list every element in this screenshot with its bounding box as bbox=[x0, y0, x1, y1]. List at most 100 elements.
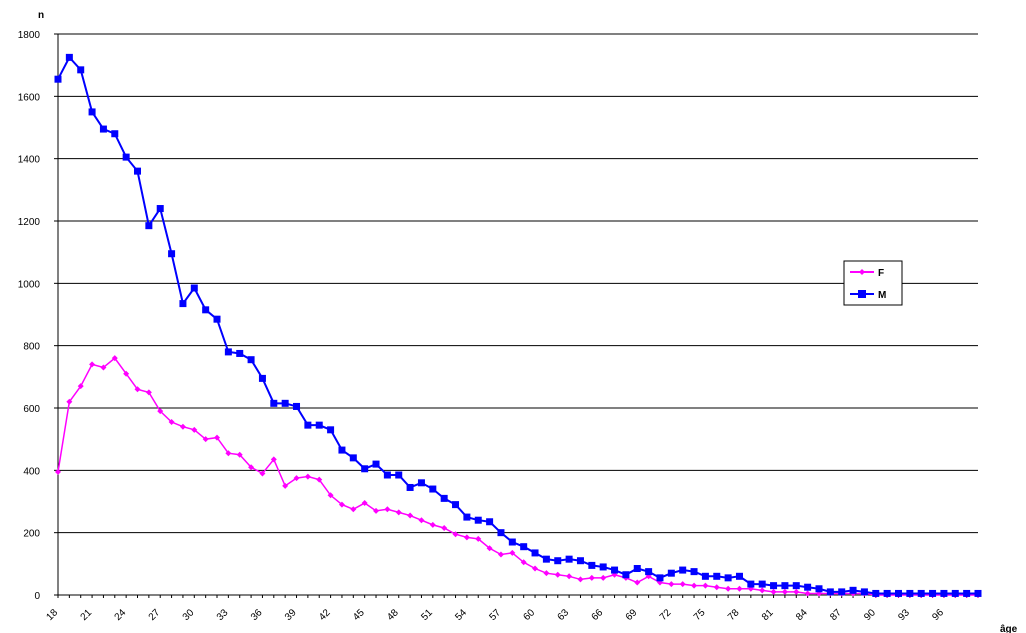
axes bbox=[54, 33, 979, 598]
data-point-M bbox=[304, 421, 312, 429]
data-point-F bbox=[55, 468, 61, 475]
data-point-M bbox=[338, 446, 346, 454]
data-point-F bbox=[350, 506, 357, 513]
data-point-M bbox=[804, 583, 812, 591]
data-point-F bbox=[463, 534, 470, 541]
data-point-M bbox=[349, 454, 357, 462]
data-point-M bbox=[236, 349, 244, 357]
data-point-F bbox=[702, 582, 709, 589]
data-point-F bbox=[259, 470, 266, 477]
data-point-M bbox=[724, 574, 732, 582]
data-point-F bbox=[89, 361, 96, 368]
data-point-F bbox=[327, 492, 334, 499]
data-point-M bbox=[111, 130, 119, 138]
x-tick-label: 72 bbox=[658, 607, 674, 623]
data-point-M bbox=[179, 300, 187, 308]
data-point-M bbox=[940, 589, 948, 597]
x-tick-label: 93 bbox=[896, 607, 912, 623]
data-point-F bbox=[475, 535, 482, 542]
x-tick-label: 96 bbox=[930, 607, 946, 623]
data-point-M bbox=[951, 589, 959, 597]
data-point-M bbox=[815, 585, 823, 593]
y-tick-label: 800 bbox=[23, 342, 40, 353]
x-tick-labels: 18 21 24 27 30 33 36 39 42 45 48 51 54 57 60 63 66 69 72 75… bbox=[44, 607, 946, 623]
data-point-M bbox=[315, 421, 323, 429]
x-tick-label: 33 bbox=[215, 607, 231, 623]
data-point-F bbox=[759, 587, 766, 594]
x-tick-label: 24 bbox=[113, 607, 129, 623]
x-tick-label: 57 bbox=[487, 607, 503, 623]
data-point-F bbox=[566, 573, 573, 580]
y-tick-label: 1000 bbox=[18, 279, 41, 290]
data-point-M bbox=[452, 501, 460, 509]
data-point-M bbox=[963, 589, 971, 597]
data-point-F bbox=[486, 545, 493, 552]
data-point-M bbox=[770, 582, 778, 590]
legend-marker-F bbox=[859, 269, 865, 275]
data-point-M bbox=[88, 108, 96, 116]
x-tick-label: 48 bbox=[385, 607, 401, 623]
legend-label-F: F bbox=[878, 268, 884, 279]
data-point-F bbox=[577, 576, 584, 583]
data-point-M bbox=[611, 566, 619, 574]
data-point-M bbox=[667, 569, 675, 577]
x-tick-label: 66 bbox=[590, 607, 606, 623]
data-point-M bbox=[224, 348, 232, 356]
data-point-M bbox=[656, 574, 664, 582]
data-point-M bbox=[429, 485, 437, 493]
data-point-M bbox=[520, 543, 528, 551]
data-point-M bbox=[576, 557, 584, 565]
data-point-F bbox=[202, 436, 209, 443]
data-point-F bbox=[384, 506, 391, 513]
data-point-M bbox=[293, 402, 301, 410]
data-point-F bbox=[588, 574, 595, 581]
x-tick-label: 51 bbox=[419, 607, 435, 623]
data-point-M bbox=[99, 125, 107, 133]
y-tick-label: 1200 bbox=[18, 217, 41, 228]
legend-marker-M bbox=[858, 290, 866, 298]
legend-box bbox=[843, 260, 903, 306]
data-point-F bbox=[282, 482, 289, 489]
data-point-M bbox=[622, 571, 630, 579]
data-point-M bbox=[883, 589, 891, 597]
series-line-F bbox=[57, 357, 978, 596]
x-tick-label: 42 bbox=[317, 607, 333, 623]
data-point-M bbox=[474, 516, 482, 524]
data-point-F bbox=[373, 507, 380, 514]
data-point-F bbox=[713, 584, 720, 591]
data-point-F bbox=[77, 383, 84, 390]
data-point-M bbox=[372, 460, 380, 468]
x-tick-label: 27 bbox=[147, 607, 163, 623]
data-point-M bbox=[599, 563, 607, 571]
data-point-M bbox=[690, 568, 698, 576]
data-point-M bbox=[735, 572, 743, 580]
data-point-M bbox=[758, 580, 766, 588]
data-point-M bbox=[849, 586, 857, 594]
x-tick-label: 45 bbox=[351, 607, 367, 623]
data-point-M bbox=[508, 538, 516, 546]
data-point-F bbox=[407, 512, 414, 519]
data-point-M bbox=[65, 53, 73, 61]
series-lines bbox=[54, 53, 982, 598]
data-point-F bbox=[554, 571, 561, 578]
x-axis-title: âge bbox=[1000, 624, 1018, 633]
data-point-M bbox=[713, 572, 721, 580]
data-point-M bbox=[270, 399, 278, 407]
data-point-M bbox=[792, 582, 800, 590]
data-point-F bbox=[725, 585, 732, 592]
y-tick-label: 200 bbox=[23, 529, 40, 540]
data-point-F bbox=[679, 581, 686, 588]
x-tick-label: 81 bbox=[760, 607, 776, 623]
x-tick-label: 63 bbox=[556, 607, 572, 623]
legend: FM bbox=[843, 260, 903, 306]
data-point-M bbox=[781, 582, 789, 590]
x-tick-label: 75 bbox=[692, 607, 708, 623]
data-point-M bbox=[77, 66, 85, 74]
data-point-F bbox=[123, 370, 130, 377]
data-point-M bbox=[917, 589, 925, 597]
data-point-F bbox=[191, 426, 198, 433]
data-point-M bbox=[145, 222, 153, 230]
data-point-M bbox=[213, 315, 221, 323]
data-point-M bbox=[361, 465, 369, 473]
